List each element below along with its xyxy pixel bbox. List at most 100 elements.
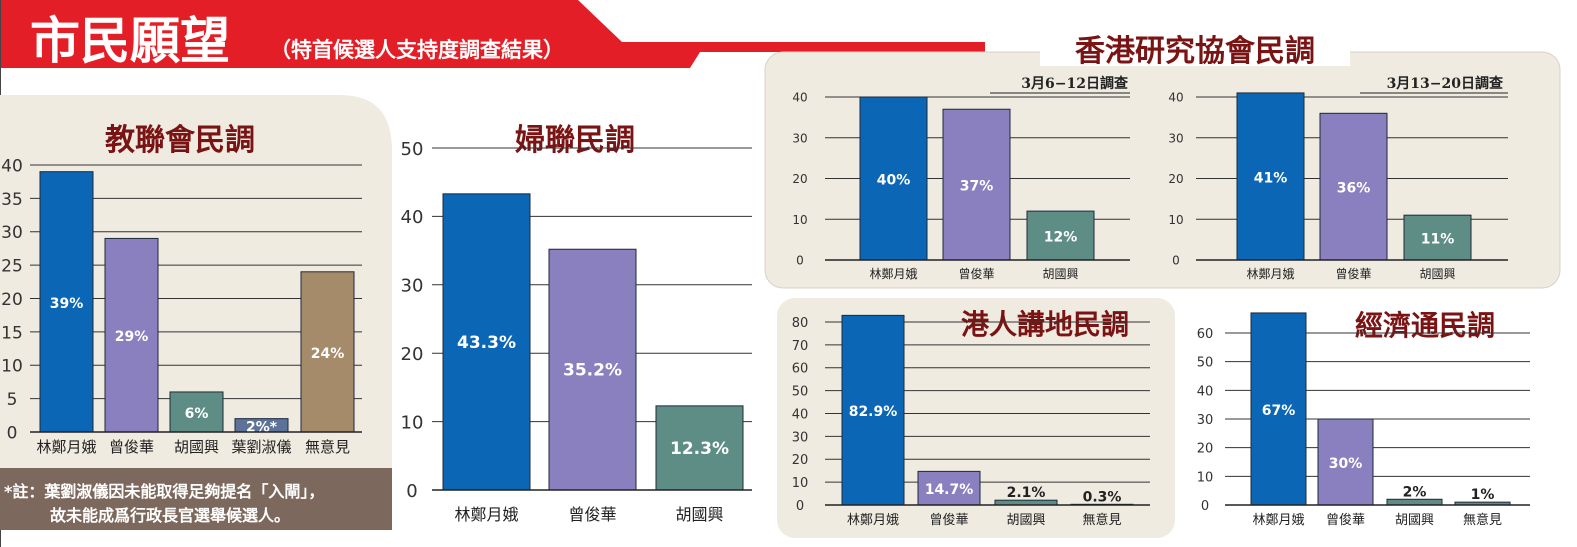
category-label: 胡國興: [174, 438, 219, 456]
bar-value-label: 2.1%: [1007, 485, 1046, 501]
y-tick-label: 30: [1197, 413, 1214, 428]
bar-0: [39, 171, 94, 433]
category-label: 曾俊華: [568, 505, 616, 524]
category-label: 無意見: [1082, 512, 1121, 528]
y-tick-label: 50: [401, 139, 424, 160]
bar-value-label: 29%: [115, 329, 149, 345]
header-band: [0, 0, 985, 68]
y-tick-label: 70: [792, 339, 809, 354]
note-line-1: *註：葉劉淑儀因未能取得足夠提名「入閘」，: [4, 482, 324, 501]
bar-2: [1403, 214, 1472, 261]
bar-value-label: 30%: [1329, 456, 1363, 472]
y-tick-label: 5: [7, 390, 18, 410]
category-label: 無意見: [1463, 512, 1502, 528]
y-tick-label: 20: [792, 453, 809, 468]
y-tick-label: 30: [401, 276, 424, 297]
bar-value-label: 12.3%: [670, 439, 729, 459]
category-label: 胡國興: [1395, 513, 1434, 528]
category-label: 葉劉淑儀: [231, 438, 291, 456]
y-tick-label: 50: [1197, 356, 1214, 371]
y-tick-label: 30: [792, 430, 809, 445]
chart-title: 經濟通民調: [1355, 309, 1495, 342]
header-subtitle: （特首候選人支持度調查結果）: [270, 38, 564, 62]
group-title: 香港研究協會民調: [1075, 34, 1315, 69]
category-label: 林鄭月娥: [36, 438, 96, 456]
chart-2: 3月6−12日調查 0 10 20 30 40 40% 林鄭月娥 37% 曾俊華 12% 胡國興: [792, 75, 1130, 281]
bar-value-label: 0.3%: [1083, 489, 1122, 505]
y-tick-label: 30: [792, 131, 807, 145]
y-tick-label: 20: [401, 344, 424, 365]
y-tick-label: 60: [792, 362, 809, 377]
note-line-2: 故未能成爲行政長官選舉候選人。: [50, 506, 290, 525]
bar-value-label: 24%: [311, 346, 345, 362]
bar-2: [169, 391, 224, 433]
category-label: 林鄭月娥: [869, 266, 917, 281]
y-tick-label: 10: [401, 412, 424, 433]
category-label: 曾俊華: [1326, 513, 1365, 528]
category-label: 林鄭月娥: [1252, 513, 1304, 528]
bar-value-label: 11%: [1421, 232, 1455, 248]
y-tick-label: 40: [1168, 91, 1183, 105]
category-label: 林鄭月娥: [847, 513, 899, 528]
bar-value-label: 37%: [960, 179, 994, 195]
chart-title: 婦聯民調: [514, 123, 635, 158]
bar-2: [655, 405, 744, 491]
y-tick-label: 0: [1201, 499, 1209, 514]
y-tick-label: 20: [792, 172, 807, 186]
bar-value-label: 40%: [877, 173, 911, 189]
y-tick-label: 10: [792, 213, 807, 227]
y-tick-label: 25: [1, 257, 23, 277]
chart-4: 港人講地民調 0 10 20 30 40 50 60 70 80 82.9% 林鄭月娥 14.7% 曾俊華…: [792, 308, 1150, 528]
y-tick-label: 40: [1197, 384, 1214, 399]
bar-value-label: 35.2%: [563, 361, 622, 381]
y-tick-label: 20: [1168, 172, 1183, 186]
bar-value-label: 1%: [1471, 487, 1495, 503]
bar-1: [1317, 418, 1374, 506]
y-tick-label: 0: [406, 481, 417, 502]
y-tick-label: 50: [792, 385, 809, 400]
y-tick-label: 40: [401, 207, 424, 228]
bar-1: [917, 470, 981, 506]
bar-0: [859, 96, 928, 261]
bar-value-label: 2%*: [246, 419, 278, 435]
bar-value-label: 36%: [1337, 181, 1371, 197]
chart-title: 教聯會民調: [105, 123, 255, 158]
chart-1: 婦聯民調 0 10 20 30 40 50 43.3% 林鄭月娥 35.2% 曾俊華 12.3% 胡國興: [401, 123, 752, 524]
y-tick-label: 30: [1168, 131, 1183, 145]
y-tick-label: 0: [7, 423, 18, 443]
category-label: 胡國興: [1006, 513, 1045, 528]
category-label: 曾俊華: [958, 266, 994, 281]
bar-value-label: 82.9%: [849, 404, 898, 420]
bar-0: [1250, 312, 1307, 506]
bar-value-label: 39%: [50, 296, 84, 312]
y-tick-label: 0: [796, 499, 804, 514]
y-tick-label: 10: [1197, 470, 1214, 485]
bar-0: [442, 193, 531, 491]
y-tick-label: 10: [1168, 213, 1183, 227]
bar-0: [841, 314, 905, 506]
bar-0: [1236, 92, 1305, 261]
chart-title: 3月6−12日調查: [1021, 75, 1129, 92]
category-label: 曾俊華: [1335, 266, 1371, 281]
y-tick-label: 60: [1197, 327, 1214, 342]
header-title: 市民願望: [30, 12, 230, 70]
chart-5: 經濟通民調 0 10 20 30 40 50 60 67% 林鄭月娥 30% 曾俊華 2% 胡國興 1% 無意…: [1197, 309, 1530, 528]
bar-1: [548, 248, 637, 491]
y-tick-label: 40: [792, 91, 807, 105]
category-label: 林鄭月娥: [1246, 266, 1294, 281]
y-tick-label: 40: [792, 407, 809, 422]
bar-value-label: 43.3%: [457, 333, 516, 353]
y-tick-label: 35: [1, 190, 23, 210]
y-tick-label: 20: [1, 290, 23, 310]
category-label: 胡國興: [1419, 267, 1455, 281]
bar-value-label: 67%: [1262, 403, 1296, 419]
category-label: 無意見: [305, 438, 350, 456]
y-tick-label: 40: [1, 156, 23, 176]
y-tick-label: 0: [1172, 254, 1180, 268]
y-tick-label: 10: [792, 476, 809, 491]
y-tick-label: 10: [1, 357, 23, 377]
bar-1: [104, 237, 159, 433]
y-tick-label: 80: [792, 316, 809, 331]
y-tick-label: 20: [1197, 442, 1214, 457]
